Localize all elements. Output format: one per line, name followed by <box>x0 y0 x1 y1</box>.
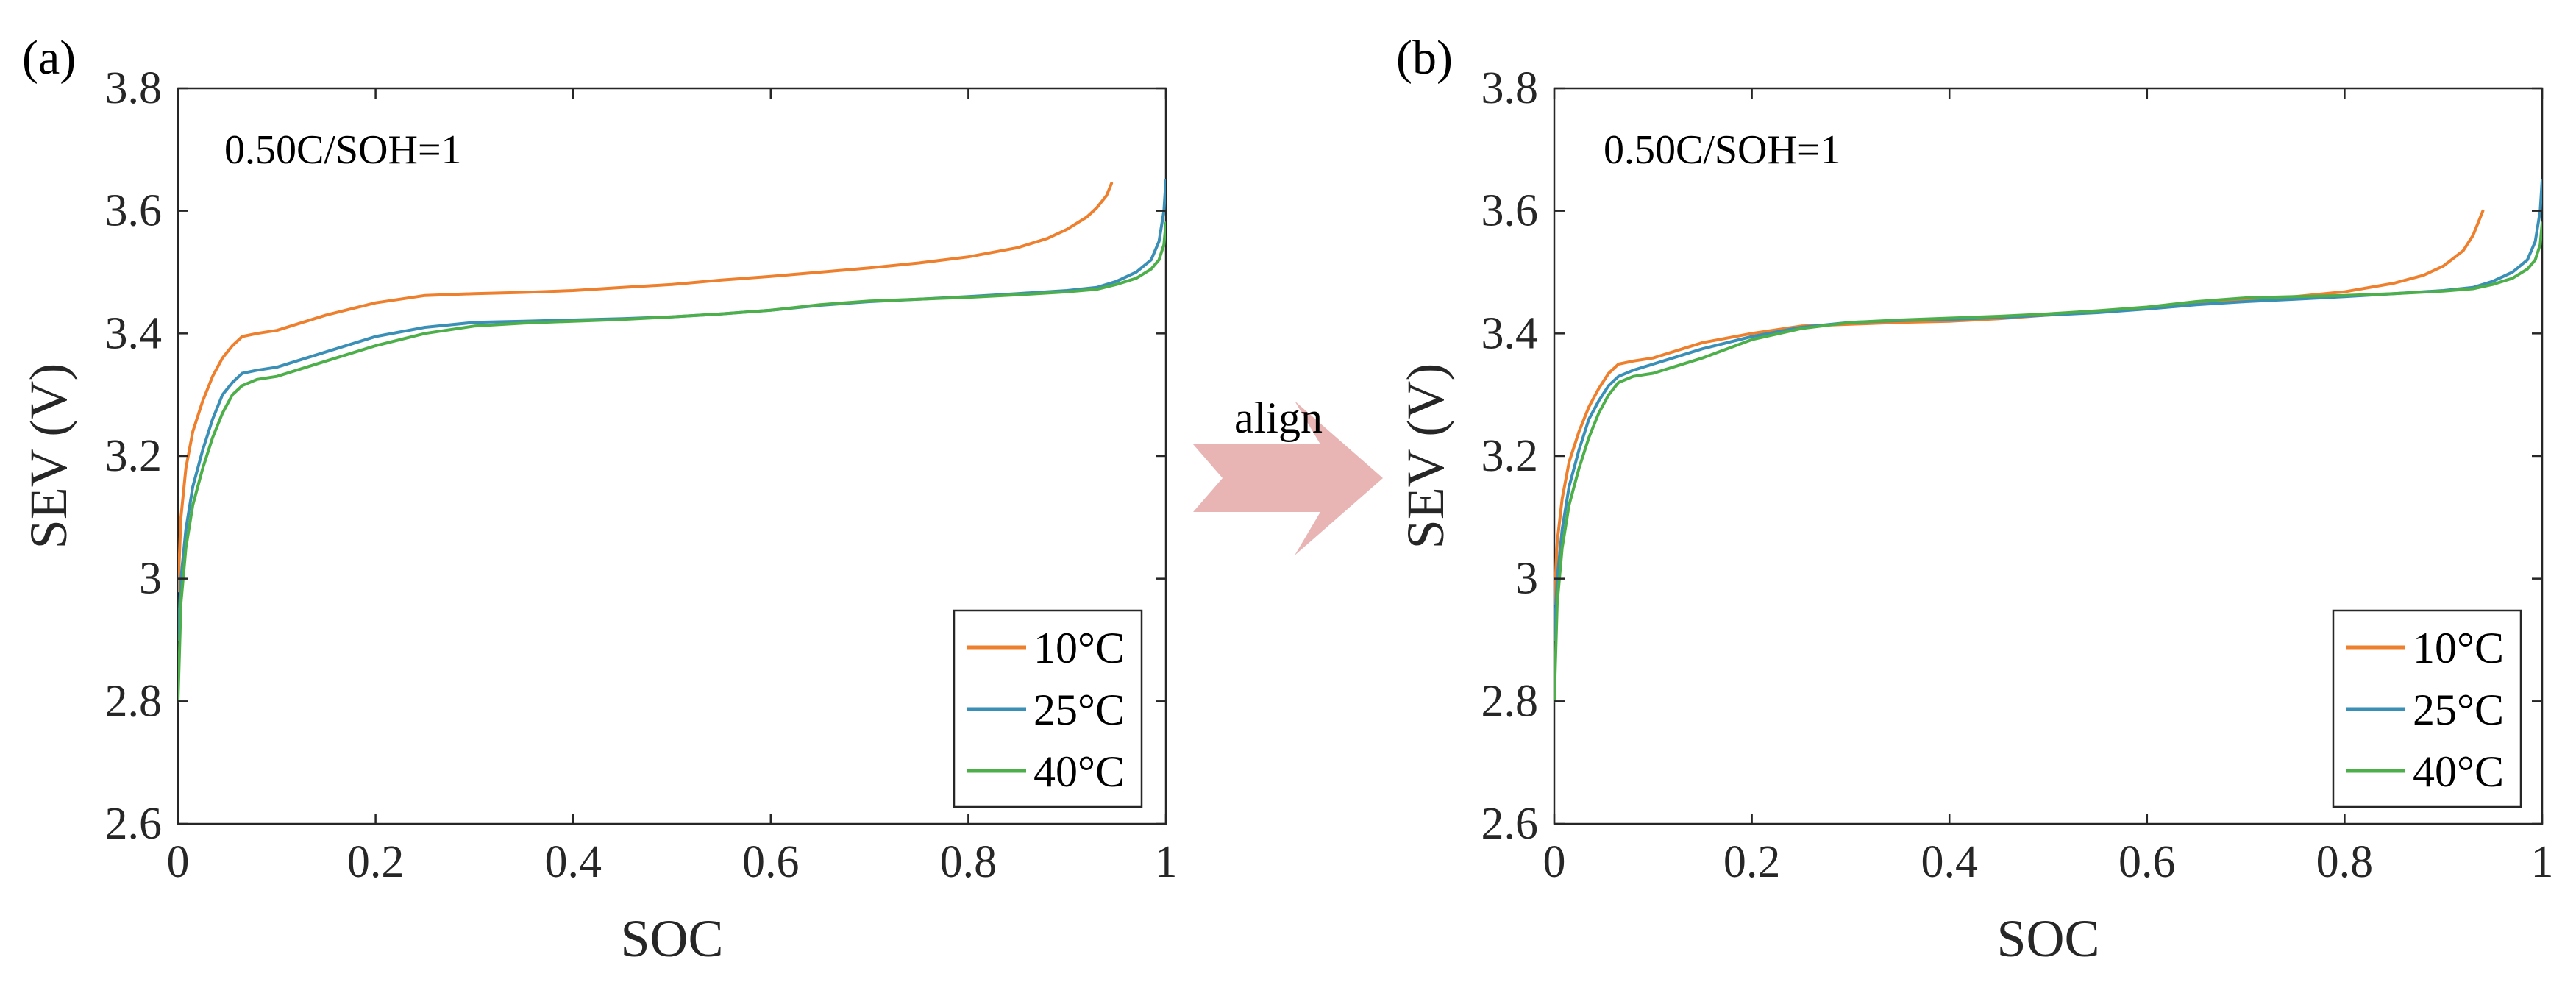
x-tick-label: 0.4 <box>1921 837 1978 887</box>
series-line-40C <box>1554 221 2542 703</box>
legend-entry-label: 25°C <box>2413 686 2504 734</box>
x-tick-label: 0.6 <box>742 837 800 887</box>
y-tick-label: 3.8 <box>105 63 163 113</box>
y-tick-label: 2.6 <box>105 799 163 849</box>
y-tick-label: 2.8 <box>1481 676 1539 726</box>
legend-entry-label: 10°C <box>1033 624 1125 672</box>
y-tick-label: 3.2 <box>105 431 163 481</box>
series-line-10C <box>178 182 1114 593</box>
y-tick-label: 3 <box>139 554 162 604</box>
x-tick-label: 0.8 <box>2316 837 2374 887</box>
y-tick-label: 2.6 <box>1481 799 1539 849</box>
y-axis-label: SEV (V) <box>19 363 78 549</box>
y-tick-label: 2.8 <box>105 676 163 726</box>
y-tick-label: 3.6 <box>1481 186 1539 236</box>
x-tick-label: 0.8 <box>940 837 997 887</box>
align-arrow: align <box>1193 394 1383 555</box>
x-tick-label: 0 <box>1543 837 1566 887</box>
legend: 10°C 25°C 40°C <box>2332 609 2522 808</box>
condition-annotation: 0.50C/SOH=1 <box>1604 127 1841 173</box>
y-tick-label: 3.2 <box>1481 431 1539 481</box>
align-arrow-shape <box>1193 401 1383 555</box>
y-axis-label: SEV (V) <box>1396 363 1455 549</box>
chart-panel-b: 0 0.2 0.4 0.6 0.8 1 2.6 2.8 3 3.2 3.4 3.6 3.8 SOC SEV … <box>1396 31 2554 968</box>
x-axis-label: SOC <box>620 909 723 968</box>
chart-panel-a: 0 0.2 0.4 0.6 0.8 1 2.6 2.8 3 3.2 3.4 3.6 3.8 SOC SEV … <box>19 31 1178 968</box>
series-line-40C <box>178 221 1166 703</box>
y-tick-label: 3.4 <box>105 308 163 358</box>
x-tick-label: 1 <box>1155 837 1178 887</box>
x-tick-label: 0.4 <box>544 837 602 887</box>
series-lines <box>178 179 1166 703</box>
y-tick-label: 3.4 <box>1481 308 1539 358</box>
x-tick-label: 0.2 <box>347 837 405 887</box>
series-line-10C <box>1554 209 2485 605</box>
y-tick-label: 3.8 <box>1481 63 1539 113</box>
y-tick-label: 3 <box>1515 554 1538 604</box>
x-tick-label: 0 <box>167 837 190 887</box>
legend: 10°C 25°C 40°C <box>953 609 1143 808</box>
panel-label: (a) <box>22 31 76 85</box>
legend-entry-label: 40°C <box>2413 747 2504 796</box>
legend-entry-label: 25°C <box>1033 686 1125 734</box>
y-tick-label: 3.6 <box>105 186 163 236</box>
x-tick-label: 0.6 <box>2118 837 2176 887</box>
legend-entry-label: 10°C <box>2413 624 2504 672</box>
x-tick-label: 0.2 <box>1723 837 1781 887</box>
series-lines <box>1554 179 2542 703</box>
condition-annotation: 0.50C/SOH=1 <box>224 127 462 173</box>
panel-label: (b) <box>1396 31 1453 85</box>
x-axis-label: SOC <box>1996 909 2099 968</box>
align-arrow-label: align <box>1234 394 1323 442</box>
legend-entry-label: 40°C <box>1033 747 1125 796</box>
x-tick-label: 1 <box>2531 837 2554 887</box>
